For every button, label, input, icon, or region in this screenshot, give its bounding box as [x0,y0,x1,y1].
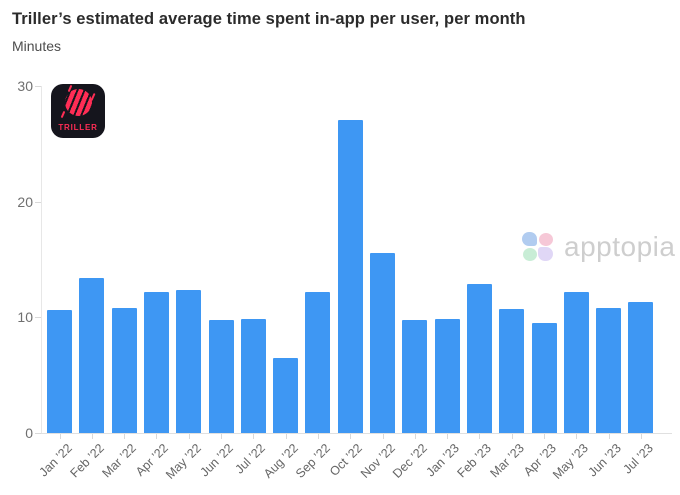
bar [47,310,72,433]
x-tick [318,434,319,439]
triller-slash-icon [90,92,96,102]
x-axis-line [41,433,672,434]
apptopia-watermark: apptopia [522,231,675,262]
x-tick [479,434,480,439]
x-tick [189,434,190,439]
triller-logo: TRILLER [51,84,105,138]
x-tick [609,434,610,439]
bar [305,291,331,433]
clover-petal-green [523,248,537,261]
bar [596,308,622,433]
clover-petal-blue [522,232,537,246]
x-tick [350,434,351,439]
x-tick [60,434,61,439]
x-tick-label: Feb ’23 [454,441,495,481]
bar [176,289,202,433]
x-tick [221,434,222,439]
triller-ball-icon [65,89,92,116]
y-tick-label: 0 [25,425,33,441]
bar [143,291,169,433]
bar [628,302,654,433]
bar [466,283,492,433]
y-axis-unit-label: Minutes [12,38,62,54]
bar [434,318,460,433]
clover-petal-pink [539,233,553,246]
bar [499,309,525,433]
y-tick [35,202,41,203]
x-tick [253,434,254,439]
bar [240,318,266,433]
y-tick [35,86,41,87]
x-tick [544,434,545,439]
x-tick-label: Mar ’22 [99,441,139,481]
triller-logo-label: TRILLER [58,123,98,132]
bar [563,291,589,433]
y-tick [35,433,41,434]
x-tick-label: Jun ’22 [197,441,236,480]
bar [273,357,299,433]
bar [111,308,137,433]
x-tick-label: Nov ’22 [357,441,398,481]
x-tick-label: Jun ’23 [585,441,624,480]
bar [337,119,363,433]
x-tick [286,434,287,439]
x-tick [641,434,642,439]
bar [79,278,105,433]
x-tick-label: Mar ’23 [487,441,527,481]
x-tick [92,434,93,439]
x-tick-label: Aug ’22 [260,441,301,481]
apptopia-clover-icon [522,231,555,261]
y-axis-line [41,86,42,433]
bar [208,319,234,433]
x-tick-label: Jan ’22 [35,441,75,480]
clover-petal-purple [538,247,553,261]
bar [402,319,428,433]
bar [531,323,557,433]
x-tick [512,434,513,439]
x-tick [447,434,448,439]
x-tick [383,434,384,439]
x-tick-label: May ’22 [162,441,204,482]
y-tick [35,317,41,318]
x-tick [576,434,577,439]
y-tick-label: 30 [17,78,33,94]
x-tick [124,434,125,439]
x-tick-label: Feb ’22 [67,441,107,481]
x-tick [415,434,416,439]
x-tick-label: Jul ’23 [620,441,656,477]
x-tick-label: Jan ’23 [423,441,462,480]
chart-title: Triller’s estimated average time spent i… [12,10,526,28]
bar [370,252,395,433]
apptopia-wordmark: apptopia [564,231,676,262]
y-tick-label: 10 [17,309,33,325]
triller-slash-icon [60,110,66,119]
x-tick-label: Dec ’22 [389,441,430,481]
y-tick-label: 20 [17,194,33,210]
x-tick-label: Sep ’22 [292,441,333,481]
x-tick [156,434,157,439]
